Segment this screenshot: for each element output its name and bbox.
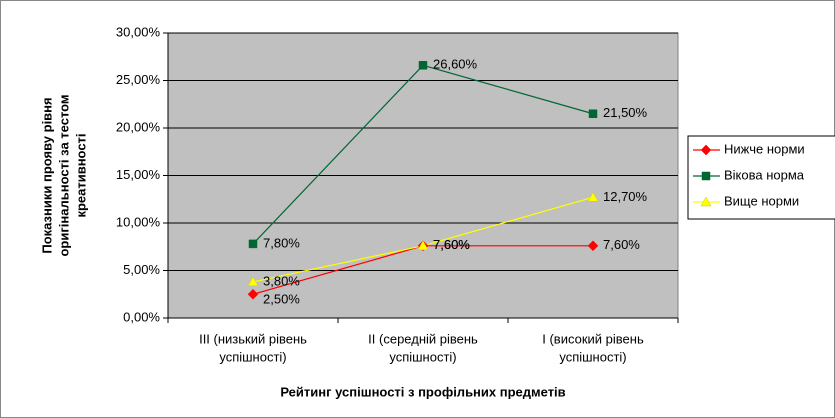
data-label: 3,80% — [263, 273, 300, 288]
marker — [248, 239, 258, 249]
y-tick-label: 0,00% — [123, 309, 160, 324]
data-label: 7,80% — [263, 235, 300, 250]
data-label: 2,50% — [263, 292, 300, 307]
x-tick-label: успішності) — [389, 349, 456, 364]
marker — [700, 196, 712, 207]
data-label: 7,60% — [603, 237, 640, 252]
marker — [701, 171, 711, 181]
y-tick-label: 30,00% — [116, 24, 161, 39]
data-label: 21,50% — [603, 105, 648, 120]
legend-label: Вікова норма — [724, 167, 805, 182]
marker — [588, 109, 598, 118]
marker — [587, 191, 599, 202]
y-axis-label: креативності — [73, 133, 88, 217]
y-tick-label: 25,00% — [116, 72, 161, 87]
x-tick-label: II (середній рівень — [368, 331, 478, 346]
marker — [700, 144, 712, 156]
y-tick-label: 20,00% — [116, 119, 161, 134]
y-tick-label: 10,00% — [116, 214, 161, 229]
x-tick-label: успішності) — [559, 349, 626, 364]
marker — [417, 240, 429, 251]
x-axis-label: Рейтинг успішності з профільних предметі… — [280, 384, 565, 399]
data-label: 26,60% — [433, 57, 478, 72]
data-label: 7,60% — [433, 237, 470, 252]
y-axis-label: оригінальності за тестом — [56, 94, 71, 256]
legend-label: Нижче норми — [724, 141, 805, 156]
marker — [587, 240, 599, 252]
x-tick-label: III (низький рівень — [199, 331, 307, 346]
data-label: 7,60% — [433, 237, 470, 252]
marker — [247, 276, 259, 287]
x-tick-label: успішності) — [219, 349, 286, 364]
marker — [247, 288, 259, 300]
y-tick-label: 15,00% — [116, 167, 161, 182]
data-label: 12,70% — [603, 189, 648, 204]
legend-label: Вище норми — [724, 193, 799, 208]
y-axis-label: Показники прояву рівня — [39, 97, 54, 253]
x-tick-label: I (високий рівень — [542, 331, 644, 346]
y-tick-label: 5,00% — [123, 262, 160, 277]
marker — [418, 61, 428, 70]
